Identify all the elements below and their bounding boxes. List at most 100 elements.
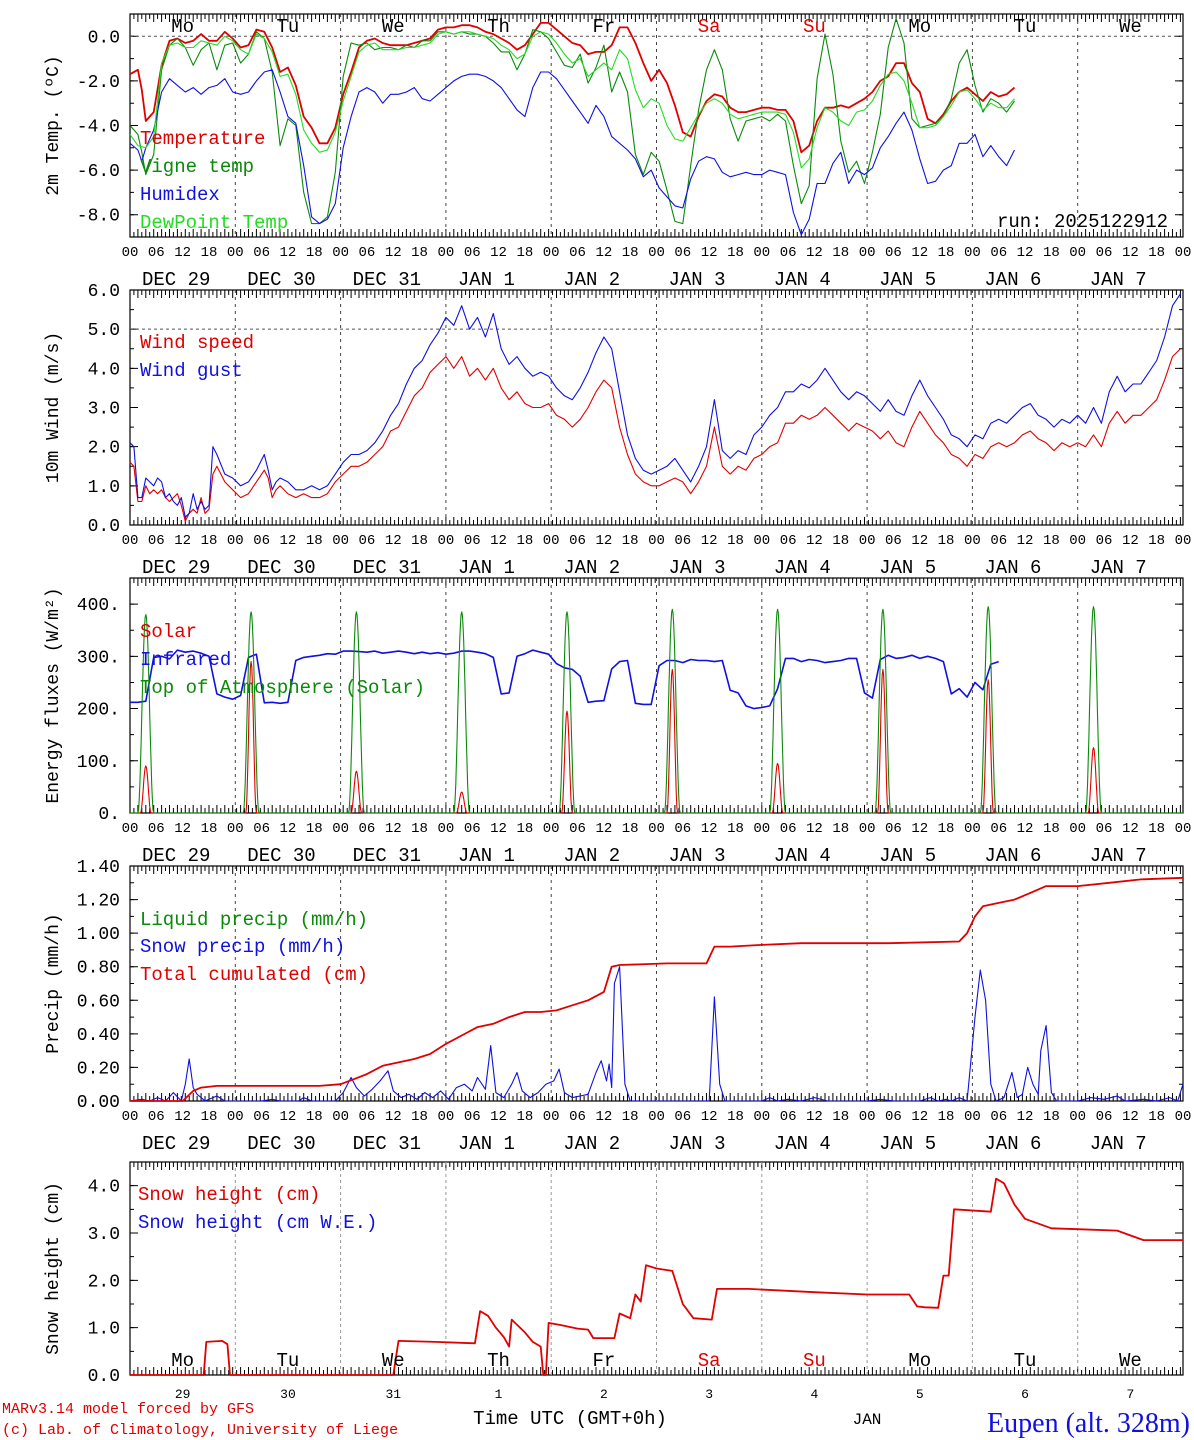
hour-tick-label: 12 xyxy=(1017,245,1034,261)
series-line-top-of-atmosphere-solar xyxy=(130,606,1183,814)
hour-tick-label: 06 xyxy=(1096,533,1113,549)
hour-tick-label: 12 xyxy=(280,1109,297,1125)
hour-tick-label: 18 xyxy=(411,1109,428,1125)
hour-tick-label: 12 xyxy=(174,821,191,837)
hour-tick-label: 00 xyxy=(1069,533,1086,549)
hour-tick-label: 00 xyxy=(332,821,349,837)
date-label: JAN 1 xyxy=(458,269,515,291)
legend-entry: Top of Atmosphere (Solar) xyxy=(140,677,425,699)
hour-tick-label: 18 xyxy=(411,533,428,549)
date-label: JAN 4 xyxy=(774,269,831,291)
hour-tick-label: 12 xyxy=(595,821,612,837)
day-name: Mo xyxy=(908,1350,931,1372)
hour-tick-label: 12 xyxy=(1122,245,1139,261)
date-label: DEC 30 xyxy=(247,845,315,867)
date-label: DEC 29 xyxy=(142,557,210,579)
y-tick-label: 0.20 xyxy=(77,1059,120,1079)
hour-tick-label: 12 xyxy=(701,245,718,261)
hour-tick-label: 00 xyxy=(648,1109,665,1125)
hour-tick-label: 06 xyxy=(569,245,586,261)
y-tick-label: -8.0 xyxy=(77,207,120,227)
hour-tick-label: 06 xyxy=(359,1109,376,1125)
hour-tick-label: 18 xyxy=(1043,821,1060,837)
hour-tick-label: 06 xyxy=(569,1109,586,1125)
hour-tick-label: 18 xyxy=(727,1109,744,1125)
series-line-snow-precip-mm-h xyxy=(129,966,1184,1102)
y-tick-label: 400. xyxy=(77,596,120,616)
date-label: JAN 1 xyxy=(458,845,515,867)
hour-tick-label: 12 xyxy=(490,245,507,261)
hour-tick-label: 00 xyxy=(227,1109,244,1125)
legend-entry: Temperature xyxy=(140,128,265,150)
hour-tick-label: 18 xyxy=(201,821,218,837)
y-tick-label: -2.0 xyxy=(77,73,120,93)
y-tick-label: 0.80 xyxy=(77,959,120,979)
hour-tick-label: 00 xyxy=(332,533,349,549)
hour-tick-label: 18 xyxy=(622,821,639,837)
hour-tick-label: 00 xyxy=(543,533,560,549)
legend-entry: Humidex xyxy=(140,184,220,206)
y-tick-label: 100. xyxy=(77,753,120,773)
hour-tick-label: 18 xyxy=(306,533,323,549)
date-label: DEC 31 xyxy=(353,1133,421,1155)
date-label: DEC 29 xyxy=(142,269,210,291)
date-label: JAN 5 xyxy=(879,269,936,291)
day-name: Mo xyxy=(171,16,194,38)
hour-tick-label: 12 xyxy=(1017,1109,1034,1125)
hour-tick-label: 00 xyxy=(964,245,981,261)
hour-tick-label: 06 xyxy=(990,533,1007,549)
hour-tick-label: 00 xyxy=(859,821,876,837)
hour-tick-label: 06 xyxy=(148,1109,165,1125)
y-tick-label: 4.0 xyxy=(88,1178,120,1198)
hour-tick-label: 06 xyxy=(253,821,270,837)
y-tick-label: 3.0 xyxy=(88,1225,120,1245)
x-axis-title: Time UTC (GMT+0h) xyxy=(473,1408,667,1430)
hour-tick-label: 00 xyxy=(648,245,665,261)
hour-tick-label: 00 xyxy=(859,1109,876,1125)
day-name: Mo xyxy=(908,16,931,38)
day-name: We xyxy=(382,16,405,38)
hour-tick-label: 06 xyxy=(885,533,902,549)
date-label: JAN 1 xyxy=(458,557,515,579)
hour-tick-label: 00 xyxy=(1069,1109,1086,1125)
hour-tick-label: 06 xyxy=(253,533,270,549)
date-label: DEC 30 xyxy=(247,557,315,579)
hour-tick-label: 12 xyxy=(280,245,297,261)
day-separators xyxy=(234,290,1079,525)
legend-entry: Snow height (cm) xyxy=(138,1184,320,1206)
date-label: DEC 29 xyxy=(142,845,210,867)
hour-tick-label: 12 xyxy=(280,821,297,837)
hour-tick-label: 12 xyxy=(595,245,612,261)
hour-tick-label: 12 xyxy=(174,533,191,549)
y-tick-label: 2.0 xyxy=(88,439,120,459)
series-line-wind-gust xyxy=(129,293,1181,518)
series-line-vigne-temp xyxy=(129,17,1015,225)
date-label: JAN 2 xyxy=(563,557,620,579)
hour-tick-label: 06 xyxy=(253,1109,270,1125)
y-tick-label: -6.0 xyxy=(77,162,120,182)
date-label: JAN 7 xyxy=(1090,557,1147,579)
hour-tick-label: 00 xyxy=(332,1109,349,1125)
hour-tick-label: 18 xyxy=(1043,245,1060,261)
y-tick-label: 0. xyxy=(98,805,120,825)
hour-tick-label: 00 xyxy=(648,821,665,837)
hour-tick-label: 12 xyxy=(806,1109,823,1125)
hour-tick-label: 18 xyxy=(306,245,323,261)
hour-tick-label: 00 xyxy=(227,533,244,549)
day-name: Fr xyxy=(592,16,615,38)
y-tick-label: 1.20 xyxy=(77,892,120,912)
y-axis-title: Energy fluxes (W/m²) xyxy=(44,587,64,803)
day-separators xyxy=(234,14,1079,237)
hour-tick-label: 12 xyxy=(1122,821,1139,837)
hour-tick-label: 06 xyxy=(885,245,902,261)
bottom-day-number: 2 xyxy=(600,1387,608,1402)
hour-tick-label: 12 xyxy=(1017,821,1034,837)
x-ticks xyxy=(129,866,1181,1101)
hour-tick-label: 00 xyxy=(437,533,454,549)
hour-tick-label: 12 xyxy=(385,245,402,261)
hour-tick-label: 00 xyxy=(543,1109,560,1125)
panel-temp xyxy=(129,13,1184,238)
date-label: JAN 3 xyxy=(669,269,726,291)
location-title: Eupen (alt. 328m) xyxy=(987,1408,1190,1439)
